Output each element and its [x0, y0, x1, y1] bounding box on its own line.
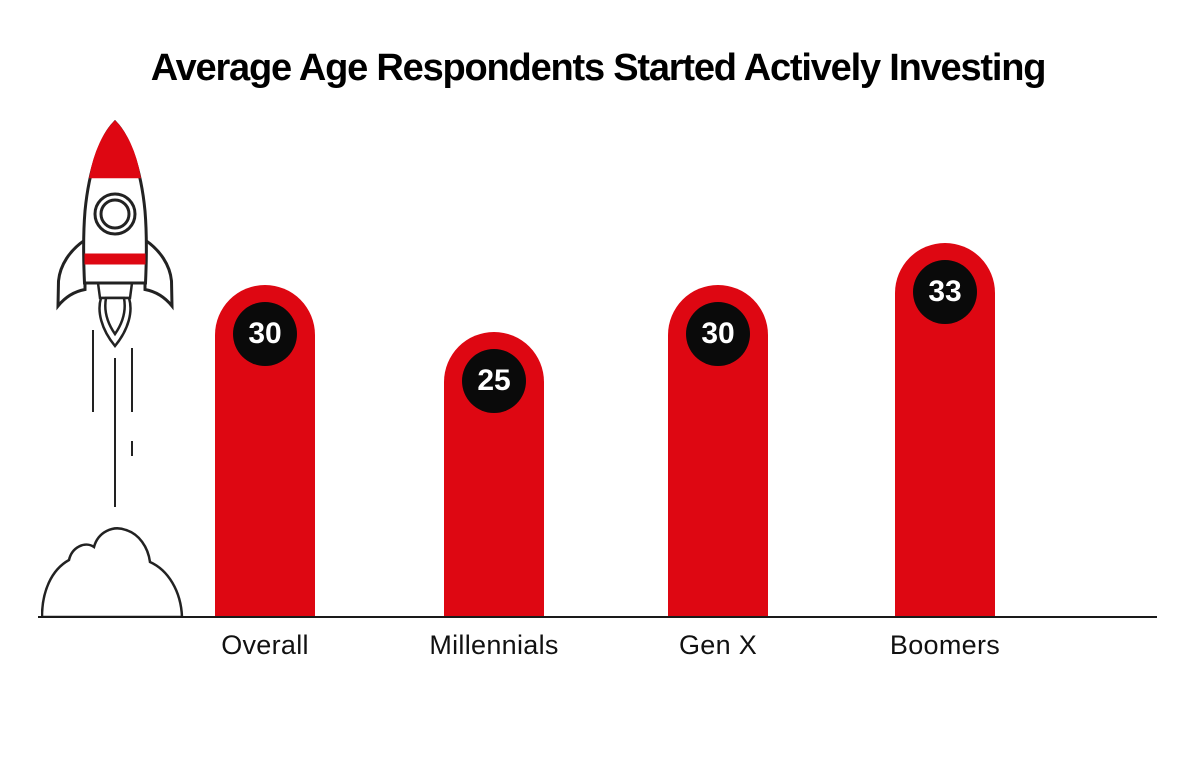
bar-millennials: 25	[444, 332, 544, 618]
category-label-boomers: Boomers	[889, 630, 1001, 660]
rocket-fins	[56, 237, 174, 311]
chart-title: Average Age Respondents Started Actively…	[150, 47, 1047, 89]
rocket-window-icon	[93, 192, 137, 236]
rocket-flame-icon	[98, 296, 132, 348]
rocket-icon	[41, 119, 184, 618]
bar-overall: 30	[215, 285, 315, 618]
value-badge-millennials: 25	[462, 349, 526, 413]
bar-boomers: 33	[895, 243, 995, 618]
bar-genx: 30	[668, 285, 768, 618]
rocket-stripe	[84, 253, 146, 265]
value-badge-genx: 30	[686, 302, 750, 366]
category-label-overall: Overall	[221, 630, 309, 660]
cloud-icon	[41, 527, 184, 618]
x-axis-line	[38, 616, 1157, 618]
rocket-nose	[89, 120, 141, 179]
speed-lines-icon	[92, 330, 133, 507]
value-badge-boomers: 33	[913, 260, 977, 324]
category-label-millennials: Millennials	[429, 630, 559, 660]
rocket-nozzle	[96, 281, 134, 300]
category-label-genx: Gen X	[678, 630, 758, 660]
value-badge-overall: 30	[233, 302, 297, 366]
